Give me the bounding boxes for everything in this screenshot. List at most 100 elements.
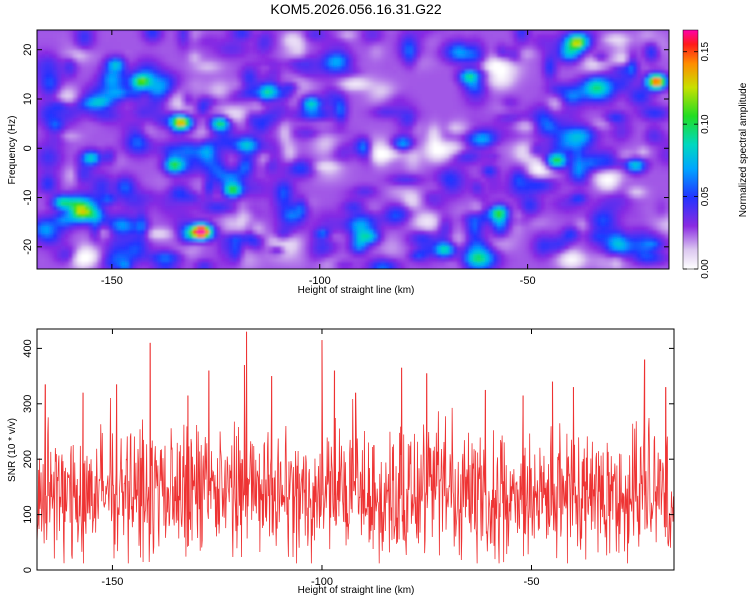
heatmap-cell [109,118,114,123]
heatmap-cell [513,114,518,119]
heatmap-cell [193,130,198,135]
heatmap-cell [173,50,178,55]
heatmap-cell [261,78,266,83]
heatmap-cell [581,102,586,107]
heatmap-cell [465,66,470,71]
heatmap-cell [529,74,534,79]
heatmap-cell [89,114,94,119]
heatmap-cell [281,138,286,143]
heatmap-cell [609,146,614,151]
heatmap-cell [301,50,306,55]
heatmap-cell [89,142,94,147]
heatmap-cell [545,46,550,51]
heatmap-cell [565,138,570,143]
heatmap-cell [573,102,578,107]
heatmap-cell [665,62,669,67]
heatmap-cell [353,46,358,51]
heatmap-cell [369,142,374,147]
heatmap-cell [633,146,638,151]
heatmap-cell [461,118,466,123]
heatmap-cell [345,50,350,55]
heatmap-cell [409,58,414,63]
heatmap-cell [49,66,54,71]
heatmap-cell [149,78,154,83]
heatmap-cell [565,118,570,123]
heatmap-cell [365,138,370,143]
heatmap-cell [661,98,666,103]
heatmap-cell [317,130,322,135]
heatmap-cell [289,118,294,123]
heatmap-cell [661,130,666,135]
heatmap-cell [605,94,610,99]
heatmap-cell [229,34,234,39]
heatmap-cell [341,150,346,155]
heatmap-cell [221,110,226,115]
heatmap-cell [241,110,246,115]
heatmap-cell [157,70,162,75]
heatmap-cell [389,94,394,99]
heatmap-cell [93,30,98,35]
heatmap-cell [477,74,482,79]
heatmap-cell [125,142,130,147]
heatmap-cell [549,138,554,143]
heatmap-cell [357,38,362,43]
heatmap-cell [137,94,142,99]
heatmap-cell [573,90,578,95]
heatmap-cell [233,78,238,83]
heatmap-cell [573,150,578,155]
heatmap-cell [105,106,110,111]
heatmap-cell [501,78,506,83]
heatmap-cell [501,90,506,95]
heatmap-cell [297,62,302,67]
heatmap-cell [501,94,506,99]
heatmap-cell [649,54,654,59]
heatmap-cell [97,154,102,159]
heatmap-cell [109,130,114,135]
heatmap-cell [569,98,574,103]
heatmap-cell [333,98,338,103]
heatmap-cell [109,42,114,47]
heatmap-cell [69,106,74,111]
heatmap-cell [637,146,642,151]
heatmap-cell [109,102,114,107]
heatmap-cell [289,78,294,83]
heatmap-cell [421,86,426,91]
heatmap-cell [473,106,478,111]
heatmap-cell [645,134,650,139]
heatmap-cell [561,102,566,107]
heatmap-cell [485,138,490,143]
heatmap-cell [229,50,234,55]
heatmap-cell [165,102,170,107]
heatmap-cell [205,70,210,75]
heatmap-cell [373,138,378,143]
heatmap-cell [389,30,394,35]
heatmap-cell [89,90,94,95]
heatmap-cell [437,110,442,115]
heatmap-cell [545,106,550,111]
heatmap-cell [57,86,62,91]
heatmap-cell [113,66,118,71]
heatmap-cell [53,58,58,63]
heatmap-cell [257,90,262,95]
heatmap-cell [289,42,294,47]
heatmap-cell [233,70,238,75]
heatmap-cell [69,150,74,155]
heatmap-cell [533,58,538,63]
heatmap-cell [437,118,442,123]
heatmap-cell [501,146,506,151]
heatmap-cell [637,142,642,147]
heatmap-cell [265,154,270,159]
heatmap-cell [89,54,94,59]
heatmap-cell [173,146,178,151]
heatmap-cell [93,58,98,63]
heatmap-cell [433,42,438,47]
heatmap-cell [217,146,222,151]
heatmap-cell [413,50,418,55]
heatmap-cell [449,142,454,147]
heatmap-cell [173,30,178,35]
heatmap-cell [225,86,230,91]
heatmap-cell [537,150,542,155]
heatmap-cell [225,146,230,151]
heatmap-cell [269,50,274,55]
heatmap-cell [237,98,242,103]
